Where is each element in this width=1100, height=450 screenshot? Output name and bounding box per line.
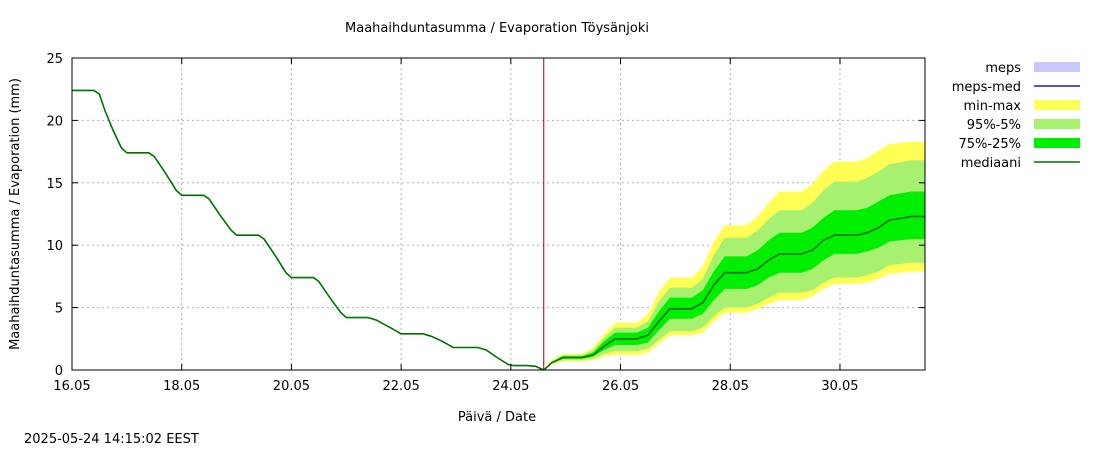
series-lines	[72, 58, 925, 371]
y-tick-label: 25	[46, 52, 63, 67]
x-tick-label: 20.05	[273, 379, 310, 394]
legend-swatch-meps	[1034, 62, 1080, 72]
x-tick-label: 18.05	[163, 379, 200, 394]
y-tick-label: 15	[46, 177, 63, 192]
observed-median-line	[72, 89, 545, 371]
legend-swatch-p95_5	[1034, 119, 1080, 129]
legend-label-median: mediaani	[961, 156, 1021, 171]
legend-label-p95_5: 95%-5%	[967, 118, 1021, 133]
forecast-median-line	[543, 215, 925, 371]
y-tick-label: 20	[46, 114, 63, 129]
x-tick-label: 26.05	[602, 379, 639, 394]
x-axis-label: Päivä / Date	[458, 410, 536, 425]
y-tick-label: 5	[55, 302, 63, 317]
legend-label-p75_25: 75%-25%	[959, 137, 1021, 152]
y-tick-label: 10	[46, 239, 63, 254]
legend-label-minmax: min-max	[963, 99, 1021, 114]
legend-swatch-minmax	[1034, 100, 1080, 110]
x-tick-label: 22.05	[383, 379, 420, 394]
legend: meps meps-med min-max 95%-5% 75%-25% mediaani	[952, 61, 1080, 171]
legend-label-meps: meps	[985, 61, 1021, 76]
plot-frame	[71, 57, 926, 371]
y-tick-label: 0	[55, 364, 63, 379]
legend-label-meps_med: meps-med	[952, 80, 1021, 95]
x-tick-label: 28.05	[712, 379, 749, 394]
forecast-bands	[543, 141, 925, 370]
x-tick-label: 24.05	[492, 379, 529, 394]
band-75-25	[543, 191, 925, 370]
y-axis-ticks: 0 5 10 15 20 25	[46, 52, 925, 379]
y-axis-label: Maahaihduntasumma / Evaporation (mm)	[8, 78, 23, 350]
legend-swatch-p75_25	[1034, 138, 1080, 148]
timestamp-footer: 2025-05-24 14:15:02 EEST	[24, 432, 199, 447]
x-tick-label: 30.05	[821, 379, 858, 394]
x-tick-label: 16.05	[53, 379, 90, 394]
chart-title: Maahaihduntasumma / Evaporation Töysänjo…	[345, 21, 649, 36]
x-axis-ticks: 16.05 18.05 20.05 22.05 24.05 26.05 28.05 30.05	[53, 58, 859, 394]
